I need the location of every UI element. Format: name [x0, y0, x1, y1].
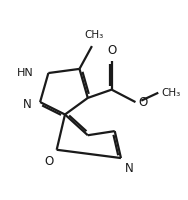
- Text: N: N: [23, 98, 32, 111]
- Text: N: N: [125, 162, 134, 175]
- Text: O: O: [107, 44, 116, 57]
- Text: O: O: [45, 155, 54, 168]
- Text: CH₃: CH₃: [161, 88, 181, 98]
- Text: O: O: [139, 96, 148, 109]
- Text: CH₃: CH₃: [84, 30, 104, 40]
- Text: HN: HN: [17, 68, 34, 78]
